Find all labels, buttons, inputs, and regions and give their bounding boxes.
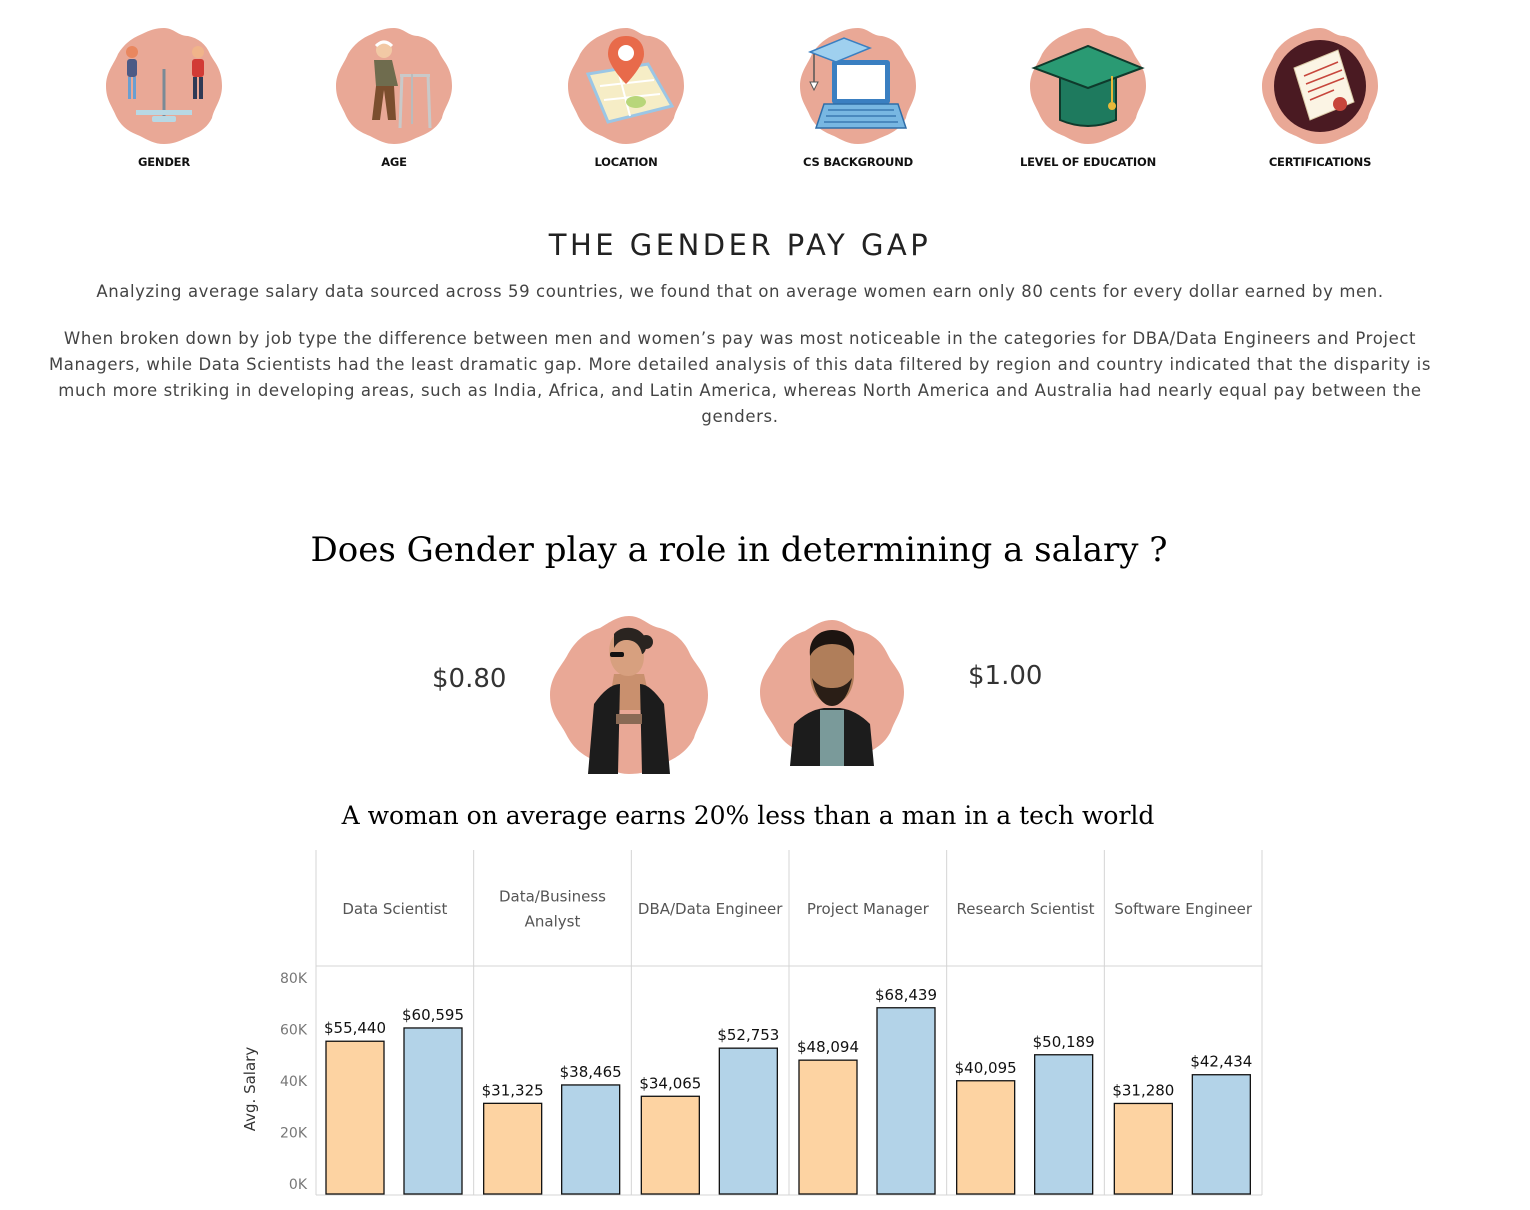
y-axis-title: Avg. Salary xyxy=(241,1047,259,1132)
y-tick-label: 80K xyxy=(280,971,308,987)
male-salary-bar xyxy=(1191,1074,1251,1195)
topic-navigation: GENDER AGE LOCATION xyxy=(0,0,1530,190)
category-label: Data/Business xyxy=(499,888,606,906)
male-salary-bar xyxy=(876,1007,936,1195)
female-salary-bar xyxy=(798,1059,858,1195)
bar-value-label: $60,595 xyxy=(402,1006,464,1024)
y-tick-label: 20K xyxy=(280,1126,308,1142)
bar-value-label: $40,095 xyxy=(955,1059,1017,1077)
gender-scale-icon xyxy=(106,28,222,144)
detail-paragraph: When broken down by job type the differe… xyxy=(48,329,1432,426)
female-salary-bar xyxy=(640,1095,700,1195)
man-avatar-icon xyxy=(760,620,904,766)
female-salary-bar xyxy=(483,1102,543,1195)
nav-item-location[interactable]: LOCATION xyxy=(544,24,704,184)
nav-label-age: AGE xyxy=(381,155,407,169)
nav-label-location: LOCATION xyxy=(594,155,658,169)
nav-item-cs-background[interactable]: CS BACKGROUND xyxy=(776,24,936,184)
bar-value-label: $68,439 xyxy=(875,986,937,1004)
graduation-cap-icon xyxy=(1030,28,1146,144)
y-tick-label: 40K xyxy=(280,1074,308,1090)
male-pay-value: $1.00 xyxy=(968,661,1043,691)
category-label: DBA/Data Engineer xyxy=(638,900,783,918)
elderly-walker-icon xyxy=(336,28,452,144)
male-salary-bar xyxy=(403,1027,463,1195)
female-pay-value: $0.80 xyxy=(432,664,507,694)
bar-value-label: $42,434 xyxy=(1190,1053,1252,1071)
laptop-grad-cap-icon xyxy=(800,28,916,144)
male-salary-bar xyxy=(1034,1054,1094,1195)
category-label: Analyst xyxy=(525,913,581,931)
salary-bar-chart: 0K 20K 40K 60K 80K Avg. Salary Data Scientist $… xyxy=(230,846,1270,1210)
nav-label-certifications: CERTIFICATIONS xyxy=(1268,155,1372,169)
nav-item-age[interactable]: AGE xyxy=(312,24,472,184)
bar-value-label: $31,325 xyxy=(482,1081,544,1099)
section-title: THE GENDER PAY GAP xyxy=(548,228,932,262)
female-salary-bar xyxy=(325,1040,385,1195)
map-pin-icon xyxy=(568,28,684,144)
bar-value-label: $31,280 xyxy=(1112,1081,1174,1099)
nav-label-gender: GENDER xyxy=(138,155,190,169)
bar-value-label: $55,440 xyxy=(324,1019,386,1037)
category-label: Data Scientist xyxy=(342,900,447,918)
certificate-icon xyxy=(1262,28,1378,144)
female-salary-bar xyxy=(956,1080,1016,1195)
category-label: Research Scientist xyxy=(957,900,1095,918)
nav-label-education: LEVEL OF EDUCATION xyxy=(1019,155,1157,169)
intro-paragraph: Analyzing average salary data sourced ac… xyxy=(96,282,1384,301)
female-salary-bar xyxy=(1113,1102,1173,1195)
y-tick-label: 60K xyxy=(280,1023,308,1039)
question-heading: Does Gender play a role in determining a… xyxy=(310,530,1168,570)
bar-value-label: $38,465 xyxy=(560,1063,622,1081)
nav-label-cs-background: CS BACKGROUND xyxy=(803,155,913,169)
male-salary-bar xyxy=(718,1047,778,1195)
chart-subtitle: A woman on average earns 20% less than a… xyxy=(341,801,1155,830)
woman-avatar-icon xyxy=(550,616,708,774)
bar-value-label: $48,094 xyxy=(797,1038,859,1056)
y-tick-label: 0K xyxy=(289,1177,308,1193)
category-label: Project Manager xyxy=(807,900,930,918)
bar-value-label: $34,065 xyxy=(639,1074,701,1092)
nav-item-education[interactable]: LEVEL OF EDUCATION xyxy=(1006,24,1166,184)
bar-value-label: $52,753 xyxy=(717,1026,779,1044)
nav-item-certifications[interactable]: CERTIFICATIONS xyxy=(1238,24,1398,184)
salary-chart-svg: 0K 20K 40K 60K 80K Avg. Salary Data Scientist $… xyxy=(241,850,1263,1196)
category-label: Software Engineer xyxy=(1114,900,1253,918)
male-salary-bar xyxy=(561,1084,621,1195)
nav-item-gender[interactable]: GENDER xyxy=(82,24,242,184)
bar-value-label: $50,189 xyxy=(1033,1033,1095,1051)
